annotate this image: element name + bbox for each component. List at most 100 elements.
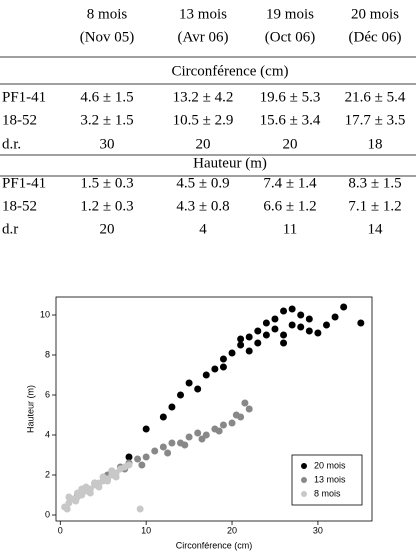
x-axis-label: Circonférence (cm): [176, 540, 253, 550]
point: [136, 505, 144, 513]
point: [228, 349, 236, 357]
point: [86, 489, 94, 497]
point: [280, 331, 288, 339]
point: [245, 333, 253, 341]
cell: 4.5 ± 0.9: [176, 175, 229, 191]
point: [168, 403, 176, 411]
cell: 1.2 ± 0.3: [80, 198, 133, 214]
point: [262, 331, 270, 339]
point: [104, 477, 112, 485]
cell: 6.6 ± 1.2: [263, 198, 316, 214]
point: [219, 355, 227, 363]
point: [288, 305, 296, 313]
point: [232, 411, 240, 419]
point: [181, 441, 189, 449]
y-axis-label: Hauteur (m): [25, 385, 35, 433]
column-header: 19 mois: [266, 6, 314, 22]
point: [237, 335, 245, 343]
point: [245, 405, 253, 413]
cell: 8.3 ± 1.5: [348, 175, 401, 191]
point: [219, 363, 227, 371]
section-title: Circonférence (cm): [171, 63, 288, 79]
point: [340, 303, 348, 311]
point: [202, 371, 210, 379]
cell: 15.6 ± 3.4: [260, 112, 321, 128]
point: [202, 431, 210, 439]
y-tick-label: 4: [45, 429, 50, 439]
point: [78, 485, 86, 493]
point: [198, 435, 206, 443]
y-tick-label: 8: [45, 349, 50, 359]
point: [194, 385, 202, 393]
point: [125, 453, 133, 461]
cell: 3.2 ± 1.5: [80, 112, 133, 128]
point: [228, 419, 236, 427]
cell: 7.4 ± 1.4: [263, 175, 317, 191]
cell: 18: [368, 136, 383, 152]
row-label: 18-52: [2, 198, 37, 214]
point: [305, 315, 313, 323]
point: [254, 327, 262, 335]
point: [65, 493, 73, 501]
cell: 4: [199, 221, 207, 237]
point: [254, 339, 262, 347]
x-tick-label: 30: [313, 525, 323, 535]
cell: 30: [100, 136, 115, 152]
chart: 0 10 20 30 0 2 4 6 8 10 Circonférence (cm) Hauteur …: [25, 296, 373, 550]
point: [112, 473, 120, 481]
point: [185, 379, 193, 387]
point: [185, 433, 193, 441]
point: [280, 339, 288, 347]
column-header: 20 mois: [351, 6, 399, 22]
y-tick-label: 10: [40, 309, 50, 319]
point: [314, 329, 322, 337]
cell: 11: [283, 221, 297, 237]
point: [95, 483, 103, 491]
x-tick-label: 10: [141, 525, 151, 535]
point: [142, 425, 150, 433]
cell: 7.1 ± 1.2: [348, 198, 401, 214]
point: [151, 447, 159, 455]
row-label: PF1-41: [2, 175, 46, 191]
cell: 10.5 ± 2.9: [173, 112, 234, 128]
point: [245, 347, 253, 355]
legend-label: 20 mois: [314, 460, 346, 470]
point: [262, 319, 270, 327]
cell: 20: [283, 136, 298, 152]
point: [271, 315, 279, 323]
column-header: 13 mois: [179, 6, 227, 22]
point: [271, 325, 279, 333]
point: [288, 321, 296, 329]
point: [159, 413, 167, 421]
point: [159, 443, 167, 451]
cell: 20: [196, 136, 211, 152]
point: [357, 319, 365, 327]
point: [142, 453, 150, 461]
cell: 14: [368, 221, 384, 237]
cell: 1.5 ± 0.3: [80, 175, 133, 191]
column-subheader: (Oct 06): [265, 29, 315, 45]
point: [215, 427, 223, 435]
point: [194, 429, 202, 437]
point: [138, 461, 146, 469]
point: [297, 323, 305, 331]
point: [134, 455, 142, 463]
point: [219, 421, 227, 429]
cell: 4.3 ± 0.8: [176, 198, 229, 214]
legend-marker: [301, 491, 307, 497]
y-tick-label: 0: [45, 509, 50, 519]
row-label: 18-52: [2, 112, 37, 128]
column-subheader: (Nov 05): [80, 29, 135, 45]
cell: 19.6 ± 5.3: [260, 89, 321, 105]
x-tick-label: 0: [58, 525, 63, 535]
cell: 21.6 ± 5.4: [345, 89, 406, 105]
cell: 20: [100, 221, 115, 237]
point: [241, 399, 249, 407]
cell: 4.6 ± 1.5: [80, 89, 133, 105]
point: [280, 307, 288, 315]
y-tick-label: 2: [45, 469, 50, 479]
section-title: Hauteur (m): [193, 155, 267, 171]
point: [168, 439, 176, 447]
row-label: d.r: [2, 221, 18, 237]
y-tick-label: 6: [45, 389, 50, 399]
